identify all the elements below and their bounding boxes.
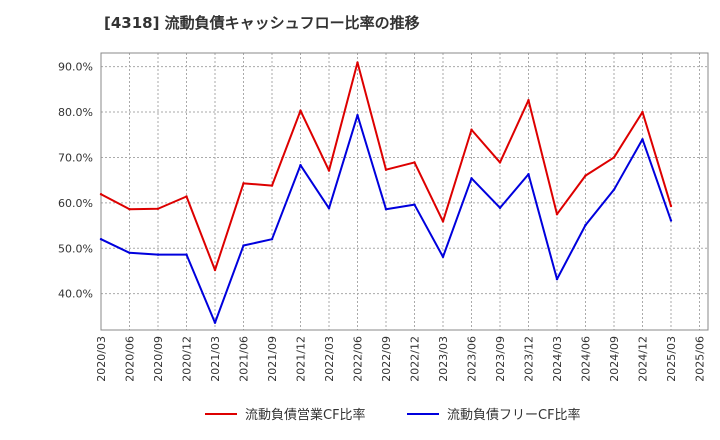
series-2-point — [128, 251, 131, 255]
legend-label-1: 流動負債営業CF比率 — [245, 407, 366, 423]
x-tick-label: 2024/09 — [608, 336, 621, 382]
series-2-point — [669, 219, 673, 222]
series-1-point — [356, 61, 359, 64]
series-1-point — [299, 109, 302, 112]
series-1-point — [527, 99, 530, 102]
series-2-point — [270, 237, 274, 241]
series-1-point — [669, 204, 673, 208]
x-tick-label: 2022/12 — [409, 336, 422, 382]
y-tick-label: 60.0% — [58, 197, 93, 210]
series-2-point — [242, 244, 245, 247]
series-1-point — [498, 161, 502, 164]
series-1-point — [612, 156, 616, 159]
series-lines — [99, 61, 673, 324]
y-tick-label: 40.0% — [58, 288, 93, 301]
y-axis-ticks: 40.0% 50.0% 60.0% 70.0% 80.0% 90.0% — [58, 61, 93, 301]
x-tick-label: 2023/09 — [494, 336, 507, 382]
series-1-point — [128, 208, 131, 211]
x-tick-label: 2021/06 — [238, 336, 251, 382]
x-tick-label: 2022/06 — [352, 336, 365, 382]
series-2-point — [612, 188, 616, 191]
x-tick-label: 2025/03 — [665, 336, 678, 382]
series-2-point — [299, 163, 302, 167]
x-tick-label: 2020/09 — [152, 336, 165, 382]
series-2-point — [470, 177, 473, 180]
x-tick-label: 2020/12 — [181, 336, 194, 382]
x-tick-label: 2020/03 — [95, 336, 108, 382]
x-tick-label: 2023/06 — [466, 336, 479, 382]
grid — [101, 53, 708, 330]
y-tick-label: 80.0% — [58, 106, 93, 119]
series-1-point — [242, 182, 245, 185]
series-2-point — [156, 253, 160, 256]
x-tick-label: 2024/06 — [580, 336, 593, 382]
series-1-point — [213, 268, 217, 272]
x-tick-label: 2022/03 — [323, 336, 336, 382]
y-tick-label: 70.0% — [58, 151, 93, 164]
series-2-point — [641, 138, 644, 141]
legend: 流動負債営業CF比率 流動負債フリーCF比率 — [205, 407, 581, 423]
series-2-point — [213, 321, 217, 324]
series-1-point — [555, 213, 559, 216]
series-2-point — [413, 203, 416, 206]
x-tick-label: 2022/09 — [380, 336, 393, 382]
x-tick-label: 2023/03 — [437, 336, 450, 382]
x-tick-label: 2024/03 — [551, 336, 564, 382]
series-1-point — [327, 169, 331, 172]
series-2-point — [356, 114, 359, 117]
x-tick-label: 2025/06 — [694, 336, 707, 382]
legend-label-2: 流動負債フリーCF比率 — [447, 407, 581, 423]
series-1-point — [99, 193, 103, 196]
series-2-point — [527, 173, 530, 176]
x-tick-label: 2021/09 — [266, 336, 279, 382]
series-2-point — [185, 253, 188, 256]
y-tick-label: 50.0% — [58, 242, 93, 255]
series-1-point — [185, 195, 188, 198]
x-tick-label: 2024/12 — [637, 336, 650, 382]
chart-title: [4318] 流動負債キャッシュフロー比率の推移 — [104, 14, 420, 32]
series-1-point — [384, 168, 388, 171]
series-1-point — [470, 128, 473, 131]
x-tick-label: 2023/12 — [523, 336, 536, 382]
series-2-point — [384, 208, 388, 211]
series-1-point — [413, 161, 416, 164]
x-tick-label: 2021/12 — [295, 336, 308, 382]
x-axis-ticks: 2020/03 2020/06 2020/09 2020/12 2021/03 2021/… — [95, 336, 707, 382]
series-2-point — [555, 277, 559, 281]
series-1-point — [441, 220, 445, 223]
series-1-point — [641, 110, 644, 114]
series-2-point — [498, 206, 502, 210]
series-1-point — [270, 184, 274, 187]
series-2-point — [99, 237, 103, 241]
x-tick-label: 2021/03 — [209, 336, 222, 382]
plot-frame — [100, 52, 709, 331]
x-tick-label: 2020/06 — [124, 336, 137, 382]
series-2-point — [327, 207, 331, 210]
y-tick-label: 90.0% — [58, 61, 93, 74]
series-2-point — [584, 223, 587, 227]
series-2-point — [441, 255, 445, 259]
series-1-point — [156, 207, 160, 210]
series-1-point — [584, 174, 587, 177]
